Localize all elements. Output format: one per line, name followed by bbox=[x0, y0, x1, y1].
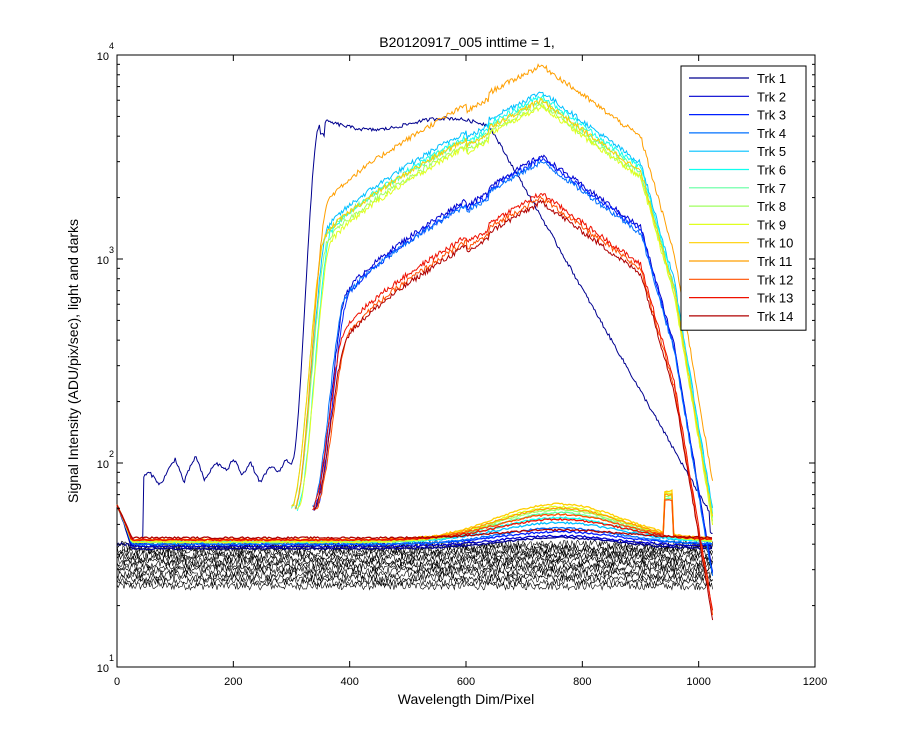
series-lines bbox=[116, 63, 714, 621]
x-axis-label: Wavelength Dim/Pixel bbox=[398, 691, 534, 707]
y-tick-exponent: 3 bbox=[109, 245, 114, 255]
y-axis-label: Signal Intensity (ADU/pix/sec), light an… bbox=[65, 219, 81, 503]
chart-title: B20120917_005 inttime = 1, bbox=[379, 34, 555, 50]
y-tick-label: 10 bbox=[97, 663, 109, 675]
series-line bbox=[296, 104, 714, 526]
legend-label: Trk 12 bbox=[757, 272, 793, 287]
series-line bbox=[116, 115, 713, 547]
legend-label: Trk 9 bbox=[757, 217, 786, 232]
series-line bbox=[315, 156, 714, 573]
series-low-line bbox=[116, 504, 713, 549]
series-line bbox=[312, 192, 714, 611]
y-tick-exponent: 1 bbox=[109, 653, 114, 663]
x-tick-label: 200 bbox=[224, 676, 242, 688]
y-tick-exponent: 2 bbox=[109, 449, 114, 459]
legend-box bbox=[680, 65, 807, 331]
dark-frame-line bbox=[116, 569, 713, 580]
legend-label: Trk 14 bbox=[757, 309, 793, 324]
series-low-line bbox=[116, 504, 712, 540]
legend-label: Trk 1 bbox=[757, 71, 786, 86]
legend-label: Trk 5 bbox=[757, 144, 786, 159]
series-line bbox=[315, 195, 714, 616]
legend: Trk 1 Trk 2 Trk 3 Trk 4 Trk 5 Trk 6 Trk 7 Trk 8… bbox=[680, 65, 807, 331]
legend-label: Trk 13 bbox=[757, 291, 793, 306]
legend-label: Trk 6 bbox=[757, 163, 786, 178]
x-tick-label: 400 bbox=[340, 676, 358, 688]
series-line bbox=[312, 160, 714, 576]
legend-label: Trk 8 bbox=[757, 199, 786, 214]
dark-frame-line bbox=[116, 565, 713, 577]
legend-label: Trk 3 bbox=[757, 108, 786, 123]
legend-label: Trk 10 bbox=[757, 236, 793, 251]
y-tick-label: 10 bbox=[97, 51, 109, 63]
series-line bbox=[294, 91, 714, 510]
series-low-line bbox=[116, 505, 713, 542]
series-line bbox=[291, 97, 714, 517]
dark-frame-line bbox=[116, 556, 713, 567]
x-tick-label: 1000 bbox=[686, 676, 710, 688]
series-low-line bbox=[116, 504, 713, 551]
dark-frame-line bbox=[116, 580, 713, 591]
legend-label: Trk 2 bbox=[757, 89, 786, 104]
y-tick-label: 10 bbox=[97, 459, 109, 471]
series-line bbox=[294, 63, 714, 510]
x-tick-label: 0 bbox=[114, 676, 120, 688]
dark-frames bbox=[116, 539, 713, 591]
legend-label: Trk 7 bbox=[757, 181, 786, 196]
x-tick-label: 600 bbox=[457, 676, 475, 688]
dark-frame-line bbox=[116, 552, 713, 564]
y-tick-exponent: 4 bbox=[109, 41, 114, 51]
x-tick-label: 1200 bbox=[803, 676, 827, 688]
legend-label: Trk 4 bbox=[757, 126, 786, 141]
legend-label: Trk 11 bbox=[757, 254, 792, 269]
series-line bbox=[313, 199, 714, 621]
dark-frame-line bbox=[116, 572, 713, 584]
x-tick-label: 800 bbox=[573, 676, 591, 688]
y-tick-label: 10 bbox=[97, 255, 109, 267]
